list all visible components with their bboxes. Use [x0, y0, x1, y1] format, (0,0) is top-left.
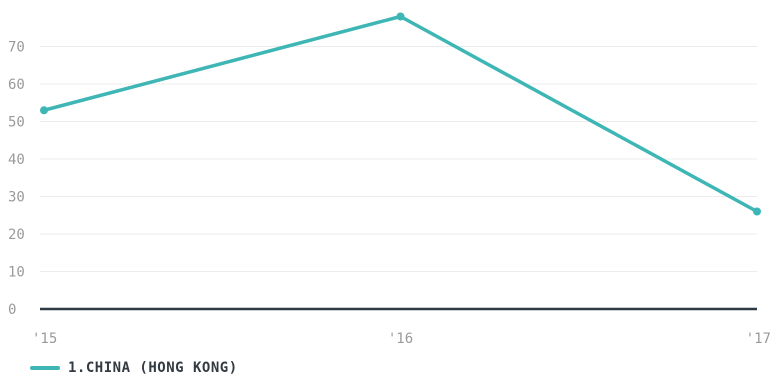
- y-tick-label: 70: [8, 40, 25, 56]
- line-chart: 0 10 20 30 40 50 60 70 '15 '16 '17: [8, 12, 770, 347]
- data-point[interactable]: [753, 207, 761, 216]
- y-tick-label: 50: [8, 115, 25, 131]
- data-point[interactable]: [40, 106, 48, 115]
- series-layer: [40, 12, 761, 216]
- legend[interactable]: 1.CHINA (HONG KONG): [30, 360, 238, 376]
- x-tick-label: '15: [32, 331, 57, 347]
- y-tick-label: 30: [8, 190, 25, 206]
- data-point[interactable]: [396, 12, 405, 21]
- y-tick-label: 0: [8, 302, 16, 318]
- series-line: [42, 14, 759, 214]
- y-axis: 0 10 20 30 40 50 60 70: [8, 40, 25, 319]
- gridlines: [40, 46, 757, 311]
- y-tick-label: 60: [8, 77, 25, 93]
- legend-swatch: [30, 366, 60, 370]
- y-tick-label: 40: [8, 152, 25, 168]
- y-tick-label: 20: [8, 227, 25, 243]
- x-tick-label: '16: [388, 331, 413, 347]
- x-axis: '15 '16 '17: [32, 331, 770, 347]
- legend-label: 1.CHINA (HONG KONG): [68, 360, 238, 376]
- y-tick-label: 10: [8, 265, 25, 281]
- x-tick-label: '17: [746, 331, 770, 347]
